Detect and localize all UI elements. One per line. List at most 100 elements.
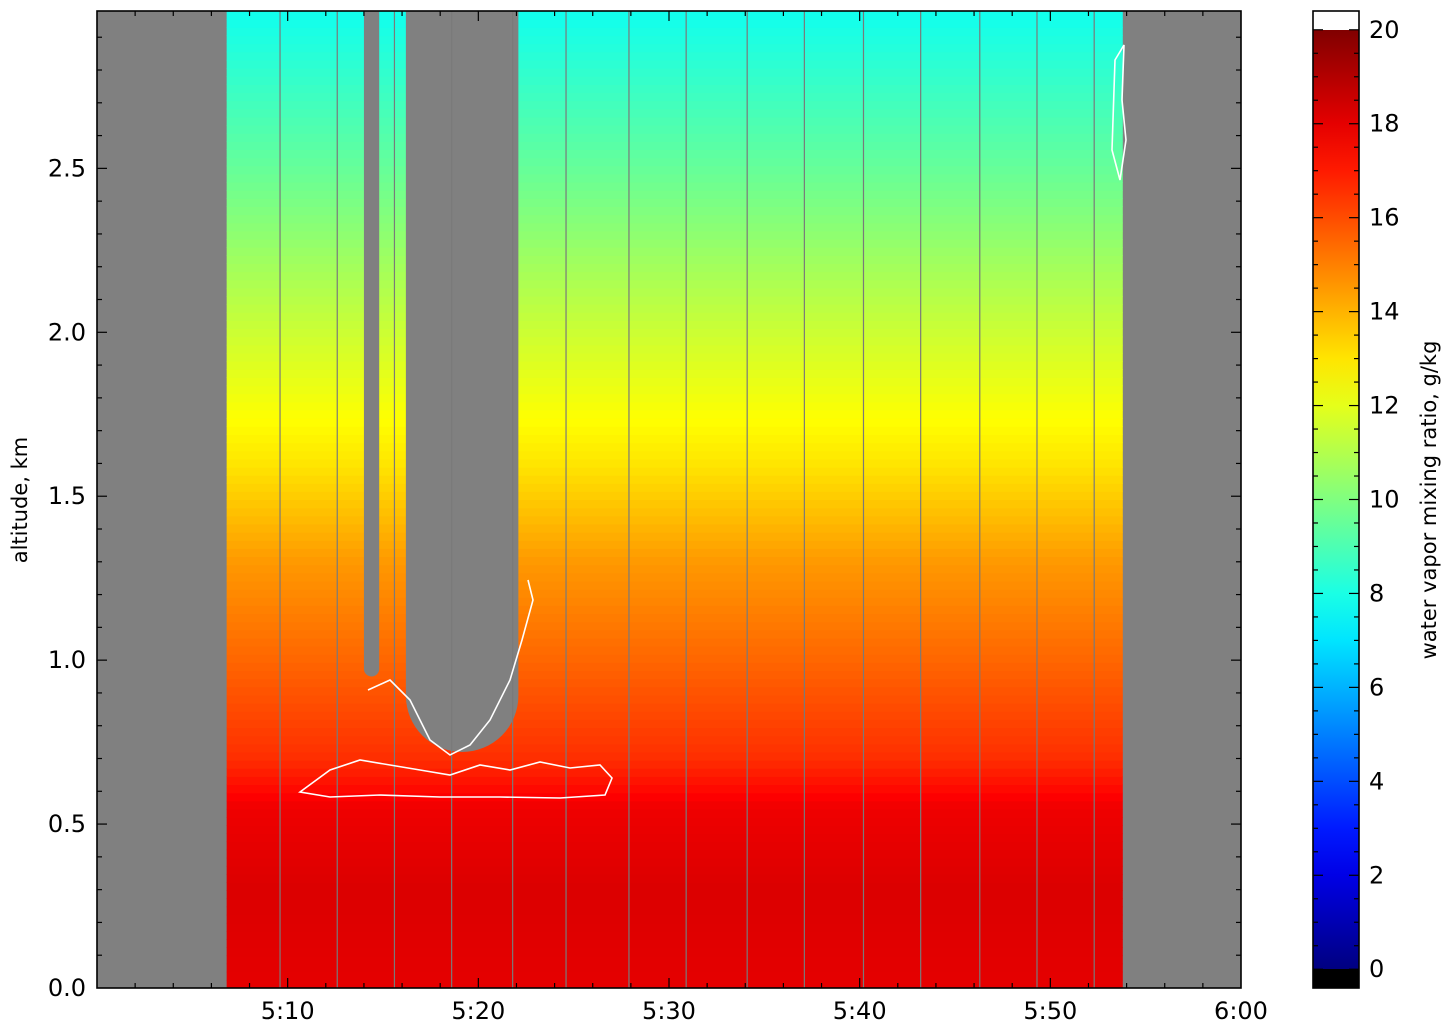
x-tick-label: 5:40 bbox=[833, 997, 887, 1025]
heatmap-band bbox=[226, 11, 1123, 20]
heatmap-band bbox=[226, 768, 1123, 777]
colorbar-tick-label: 4 bbox=[1369, 767, 1384, 795]
colorbar-tick-label: 8 bbox=[1369, 579, 1384, 607]
y-tick-label: 1.0 bbox=[48, 646, 86, 674]
heatmap-band bbox=[226, 865, 1123, 875]
heatmap-band bbox=[226, 637, 1123, 647]
colorbar-tick-label: 10 bbox=[1369, 486, 1400, 514]
x-tick-label: 5:10 bbox=[261, 997, 315, 1025]
heatmap-band bbox=[226, 149, 1123, 159]
heatmap-band bbox=[226, 874, 1123, 883]
heatmap-band bbox=[226, 963, 1123, 973]
heatmap-band bbox=[226, 882, 1123, 891]
heatmap-band bbox=[226, 304, 1123, 313]
heatmap-band bbox=[226, 67, 1123, 77]
heatmap-band bbox=[226, 59, 1123, 69]
heatmap-band bbox=[226, 621, 1123, 631]
heatmap-band bbox=[226, 760, 1123, 769]
colorbar-label: water vapor mixing ratio, g/kg bbox=[1417, 341, 1441, 660]
heatmap-band bbox=[226, 312, 1123, 321]
heatmap-band bbox=[226, 92, 1123, 102]
no-data-gap bbox=[405, 11, 519, 752]
heatmap-band bbox=[226, 222, 1123, 232]
heatmap-band bbox=[226, 35, 1123, 45]
heatmap-band bbox=[226, 263, 1123, 273]
heatmap-band bbox=[226, 418, 1123, 427]
heatmap-band bbox=[226, 499, 1123, 509]
heatmap-band bbox=[226, 328, 1123, 338]
heatmap-band bbox=[226, 206, 1123, 216]
heatmap-band bbox=[226, 743, 1123, 753]
heatmap-band bbox=[226, 947, 1123, 957]
y-tick-label: 1.5 bbox=[48, 482, 86, 510]
heatmap-band bbox=[226, 255, 1123, 264]
heatmap-band bbox=[226, 719, 1123, 729]
heatmap-band bbox=[226, 344, 1123, 354]
heatmap-band bbox=[226, 19, 1123, 28]
no-data-gaps bbox=[363, 11, 519, 752]
heatmap-band bbox=[226, 939, 1123, 948]
heatmap-band bbox=[226, 808, 1123, 818]
heatmap-band bbox=[226, 108, 1123, 118]
heatmap-band bbox=[226, 385, 1123, 395]
heatmap-band bbox=[226, 694, 1123, 704]
colorbar-tick-label: 20 bbox=[1369, 16, 1400, 44]
heatmap-band bbox=[226, 124, 1123, 134]
x-tick-label: 5:50 bbox=[1023, 997, 1077, 1025]
heatmap-band bbox=[226, 548, 1123, 558]
heatmap-band bbox=[226, 784, 1123, 794]
heatmap-band bbox=[226, 393, 1123, 403]
heatmap-band bbox=[226, 377, 1123, 387]
heatmap-band bbox=[226, 898, 1123, 908]
heatmap-band bbox=[226, 532, 1123, 541]
heatmap-band bbox=[226, 703, 1123, 712]
heatmap-band bbox=[226, 133, 1123, 142]
heatmap-band bbox=[226, 369, 1123, 378]
colorbar-tick-label: 12 bbox=[1369, 392, 1400, 420]
heatmap-band bbox=[226, 43, 1123, 53]
heatmap-band bbox=[226, 646, 1123, 655]
heatmap-band bbox=[226, 295, 1123, 305]
colorbar-tick-label: 18 bbox=[1369, 110, 1400, 138]
heatmap-band bbox=[226, 271, 1123, 281]
heatmap-band bbox=[226, 515, 1123, 525]
cloud-contours bbox=[297, 44, 1127, 799]
heatmap-band bbox=[226, 279, 1123, 289]
heatmap-band bbox=[226, 401, 1123, 411]
heatmap-band bbox=[226, 662, 1123, 672]
heatmap-band bbox=[226, 27, 1123, 37]
heatmap-bands bbox=[226, 11, 1123, 988]
heatmap-band bbox=[226, 914, 1123, 924]
heatmap-band bbox=[226, 141, 1123, 151]
heatmap-band bbox=[226, 361, 1123, 370]
heatmap-area bbox=[97, 11, 1241, 988]
heatmap-band bbox=[226, 475, 1123, 484]
x-tick-label: 5:20 bbox=[451, 997, 505, 1025]
colorbar-tick-label: 0 bbox=[1369, 955, 1384, 983]
heatmap-band bbox=[226, 841, 1123, 851]
cloud-contour-top-right bbox=[1111, 44, 1127, 181]
heatmap-band bbox=[226, 792, 1123, 802]
heatmap-band bbox=[226, 409, 1123, 419]
heatmap-band bbox=[226, 613, 1123, 623]
heatmap-band bbox=[226, 711, 1123, 720]
heatmap-band bbox=[226, 654, 1123, 663]
heatmap-band bbox=[226, 247, 1123, 256]
heatmap-band bbox=[226, 833, 1123, 843]
colorbar-tick-label: 6 bbox=[1369, 673, 1384, 701]
heatmap-band bbox=[226, 727, 1123, 737]
heatmap-band bbox=[226, 735, 1123, 745]
heatmap-band bbox=[226, 825, 1123, 834]
heatmap-band bbox=[226, 629, 1123, 639]
heatmap-band bbox=[226, 589, 1123, 598]
heatmap-band bbox=[226, 540, 1123, 549]
heatmap-band bbox=[226, 426, 1123, 435]
heatmap-band bbox=[226, 198, 1123, 207]
heatmap-band bbox=[226, 971, 1123, 981]
heatmap-band bbox=[226, 238, 1123, 248]
heatmap-band bbox=[226, 100, 1123, 110]
heatmap-band bbox=[226, 190, 1123, 199]
heatmap-band bbox=[226, 670, 1123, 680]
heatmap-band bbox=[226, 165, 1123, 175]
